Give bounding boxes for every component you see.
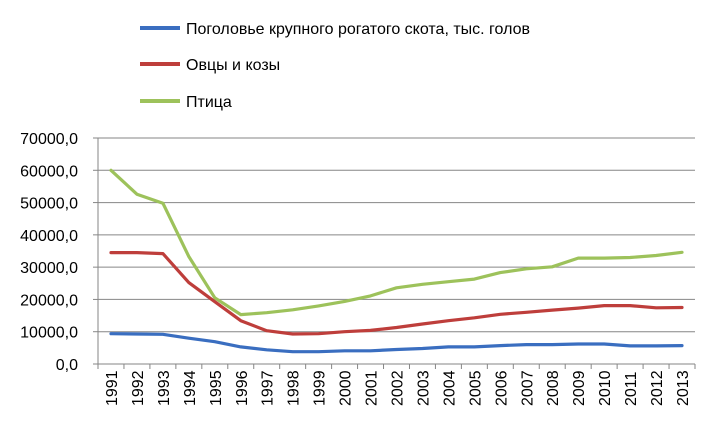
x-tick-label: 1997 [260,370,277,406]
y-tick-label: 30000,0 [20,260,78,277]
y-tick-label: 20000,0 [20,292,78,309]
x-tick-label: 2006 [493,370,510,406]
legend: Поголовье крупного рогатого скота, тыс. … [140,21,530,111]
x-tick-label: 1995 [208,370,225,406]
x-tick-label: 1993 [156,370,173,406]
y-axis-tick-labels: 0,0 10000,0 20000,0 30000,0 40000,0 50000,0 60… [20,131,78,374]
y-tick-label: 40000,0 [20,228,78,245]
series-line-cattle [109,332,684,354]
x-tick-label: 1994 [182,370,199,406]
x-tick-label: 1991 [104,370,121,406]
series-lines [109,168,684,354]
x-tick-label: 2010 [597,370,614,406]
x-tick-label: 2008 [545,370,562,406]
legend-label-poultry: Птица [186,94,232,111]
legend-label-sheep-goats: Овцы и козы [186,57,280,74]
x-tick-label: 2002 [390,370,407,406]
x-axis-tick-labels: 1991 1992 1993 1994 1995 1996 1997 1998 1999 2000… [104,370,692,406]
x-tick-label: 1996 [234,370,251,406]
x-tick-label: 1999 [312,370,329,406]
legend-label-cattle: Поголовье крупного рогатого скота, тыс. … [186,21,530,38]
x-tick-label: 2013 [675,370,692,406]
axes [97,138,696,369]
x-tick-label: 2005 [467,370,484,406]
x-tick-label: 2001 [364,370,381,406]
y-tick-label: 0,0 [56,357,78,374]
x-tick-label: 2009 [571,370,588,406]
x-tick-label: 1992 [130,370,147,406]
series-line-sheep-goats [109,251,684,336]
x-tick-label: 2012 [649,370,666,406]
y-tick-label: 70000,0 [20,131,78,148]
y-tick-label: 10000,0 [20,325,78,342]
x-tick-label: 2003 [415,370,432,406]
gridlines [93,137,695,365]
y-tick-label: 60000,0 [20,163,78,180]
x-tick-label: 1998 [286,370,303,406]
x-tick-label: 2004 [441,370,458,406]
x-tick-label: 2000 [338,370,355,406]
y-tick-label: 50000,0 [20,196,78,213]
series-line-poultry [109,168,684,317]
x-tick-label: 2007 [519,370,536,406]
x-tick-label: 2011 [623,371,640,406]
